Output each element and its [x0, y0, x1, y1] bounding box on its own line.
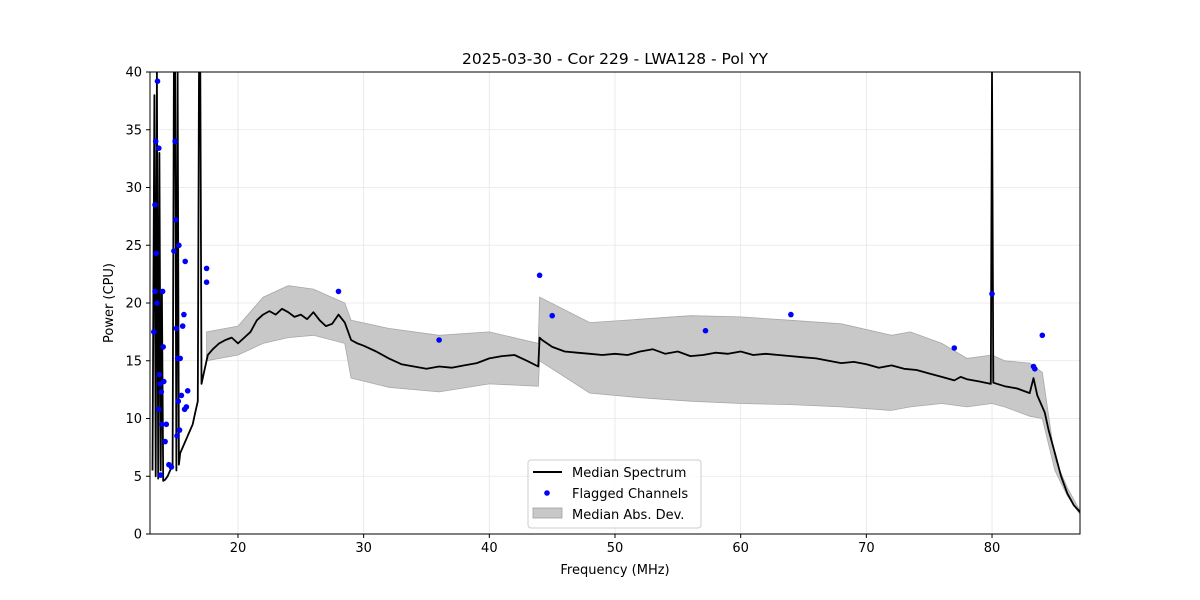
flagged-channel-point: [1039, 332, 1046, 339]
flagged-channel-point: [176, 427, 183, 433]
y-tick-label: 20: [125, 297, 142, 312]
x-tick-label: 80: [984, 541, 1001, 556]
legend-dot-swatch: [544, 490, 550, 496]
y-tick-label: 35: [125, 123, 142, 138]
flagged-channel-point: [159, 288, 166, 295]
y-tick-label: 25: [125, 239, 142, 254]
flagged-channel-point: [174, 433, 180, 439]
flagged-channel-point: [154, 78, 161, 84]
y-tick-label: 5: [134, 470, 142, 485]
x-tick-label: 20: [230, 541, 247, 556]
flagged-channel-point: [175, 398, 182, 405]
flagged-channel-point: [152, 202, 158, 208]
chart-title: 2025-03-30 - Cor 229 - LWA128 - Pol YY: [462, 50, 768, 68]
x-tick-label: 70: [858, 541, 875, 556]
y-axis-ticks: 0 5 10 15 20 25 30 35 40: [125, 66, 150, 543]
median-spectrum-line: [151, 72, 1080, 513]
flagged-channel-point: [183, 404, 190, 410]
y-tick-label: 10: [125, 412, 142, 427]
flagged-channel-point: [160, 344, 166, 350]
flagged-channel-point: [335, 288, 342, 295]
flagged-channel-point: [177, 355, 183, 362]
plot-area: 20 30 40 50 60 70 80 0 5 10 15 20 25 30 35 40: [125, 66, 1081, 556]
flagged-channel-point: [203, 265, 210, 272]
flagged-channel-point: [156, 371, 163, 378]
flagged-channel-point: [203, 279, 210, 286]
y-tick-label: 40: [125, 66, 142, 81]
flagged-channel-point: [178, 392, 185, 399]
flagged-channel-point: [168, 464, 175, 470]
legend-box: [527, 459, 702, 529]
x-axis-ticks: 20 30 40 50 60 70 80: [230, 534, 1001, 556]
legend-band-swatch: [532, 507, 563, 519]
y-axis-label: Power (CPU): [102, 263, 117, 343]
flagged-channel-point: [182, 258, 188, 265]
legend-label-median: Median Spectrum: [572, 466, 686, 481]
flagged-channel-point: [536, 272, 543, 279]
flagged-points-layer: [151, 78, 1046, 478]
flagged-channel-point: [163, 421, 170, 428]
flagged-channel-point: [951, 345, 958, 351]
flagged-channel-point: [179, 323, 186, 329]
flagged-channel-point: [549, 312, 555, 319]
flagged-channel-point: [184, 388, 191, 394]
flagged-channel-point: [159, 421, 165, 428]
flagged-channel-point: [176, 242, 182, 249]
flagged-channel-point: [173, 325, 180, 332]
flagged-channel-point: [172, 138, 178, 145]
y-tick-label: 30: [125, 181, 142, 196]
y-tick-label: 15: [125, 354, 142, 369]
flagged-channel-point: [1032, 366, 1038, 372]
flagged-channel-point: [152, 288, 158, 295]
legend-label-mad: Median Abs. Dev.: [572, 508, 684, 523]
flagged-channel-point: [161, 378, 167, 385]
flagged-channel-point: [702, 327, 709, 334]
x-tick-label: 50: [607, 541, 624, 556]
flagged-channel-point: [158, 389, 165, 395]
flagged-channel-point: [156, 145, 162, 151]
x-tick-label: 30: [355, 541, 372, 556]
flagged-channel-point: [989, 291, 995, 297]
flagged-channel-point: [436, 337, 442, 343]
flagged-channel-point: [173, 217, 179, 223]
y-tick-label: 0: [134, 528, 142, 543]
flagged-channel-point: [162, 438, 168, 445]
flagged-channel-point: [171, 248, 177, 254]
mad-band: [206, 285, 1080, 516]
flagged-channel-point: [181, 311, 187, 318]
median-line-layer: [151, 72, 1080, 513]
mad-band-layer: [206, 285, 1080, 516]
flagged-channel-point: [152, 138, 159, 145]
flagged-channel-point: [788, 311, 794, 318]
flagged-channel-point: [151, 329, 157, 335]
legend: Median Spectrum Flagged Channels Median …: [527, 459, 702, 529]
x-tick-label: 60: [732, 541, 749, 556]
flagged-channel-point: [153, 250, 160, 257]
flagged-channel-point: [154, 300, 160, 306]
x-axis-label: Frequency (MHz): [560, 563, 669, 578]
flagged-channel-point: [157, 472, 164, 478]
flagged-channel-point: [156, 406, 162, 413]
x-tick-label: 40: [481, 541, 498, 556]
legend-label-flagged: Flagged Channels: [572, 487, 688, 502]
